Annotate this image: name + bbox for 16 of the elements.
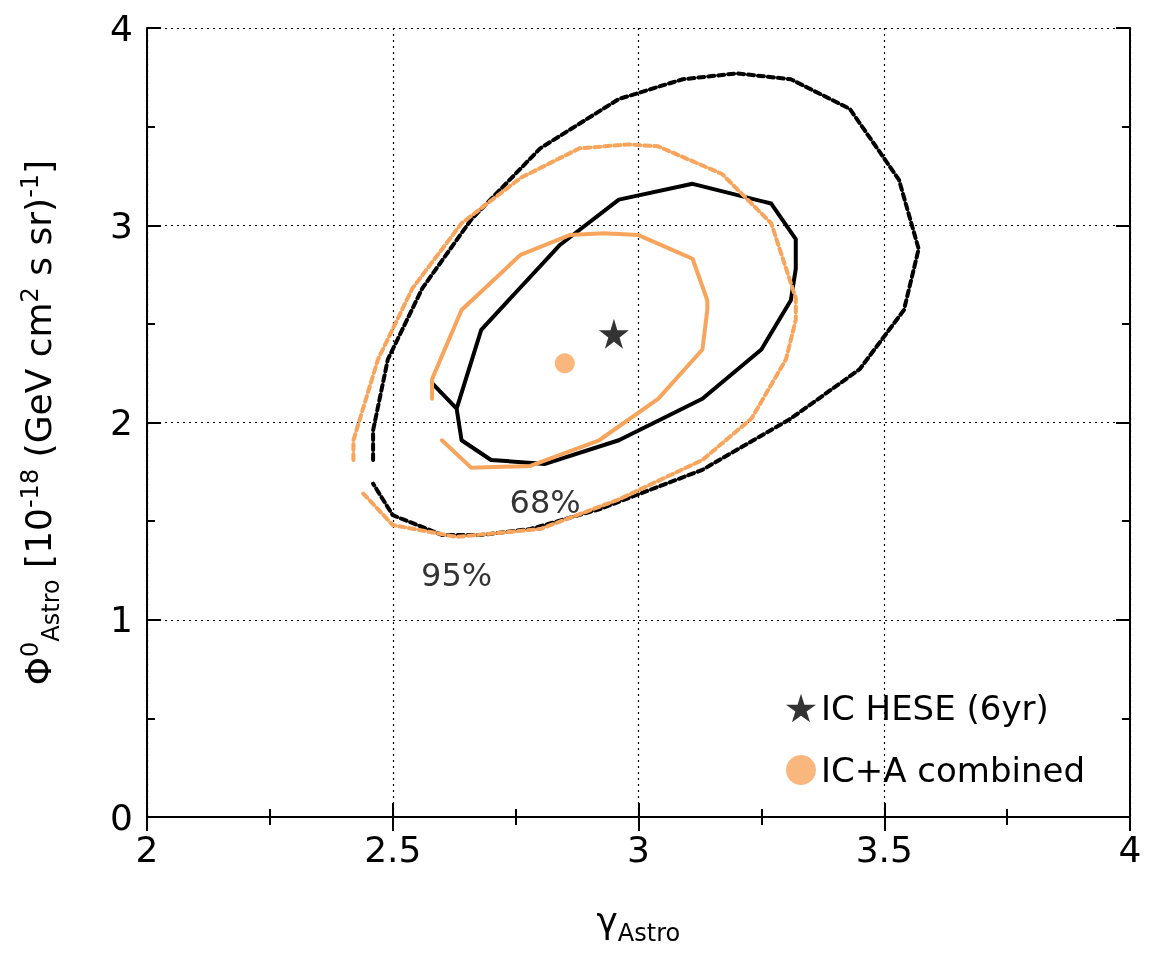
line-series (351, 142, 798, 539)
x-axis-title: γ$_{Astro}$ (596, 900, 681, 948)
line-series (430, 231, 710, 470)
x-tick-label: 3 (627, 828, 650, 870)
y-tick-label: 1 (110, 599, 133, 641)
y-tick-label: 0 (110, 796, 133, 838)
x-tick-label: 2.5 (364, 828, 422, 870)
y-tick-label: 3 (110, 204, 133, 246)
y-tick-label: 2 (110, 402, 133, 443)
x-tick-label: 3.5 (855, 828, 913, 870)
legend-label: IC+A combined (820, 750, 1085, 790)
y-tick-label: 4 (110, 7, 133, 49)
annotation: 95% (421, 555, 493, 594)
x-tick-label: 4 (1118, 828, 1142, 870)
legend-label: IC HESE (6yr) (820, 688, 1049, 728)
annotation: 68% (509, 482, 581, 521)
